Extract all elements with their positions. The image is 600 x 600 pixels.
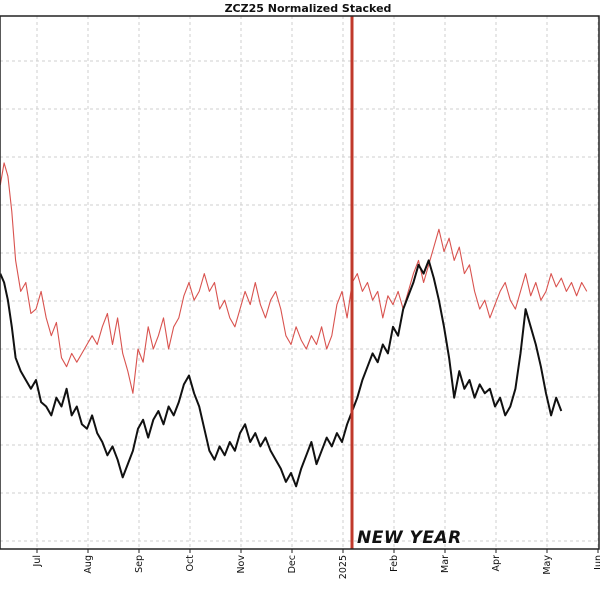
series-line-2 [0, 259, 563, 488]
x-tick-label: 2025 [338, 555, 349, 579]
x-tick-label: Oct [185, 555, 196, 572]
x-tick-label: Nov [236, 555, 247, 574]
x-tick-label: Jun [593, 555, 600, 571]
x-tick-label: Jul [32, 555, 43, 567]
x-tick-label: Apr [491, 555, 502, 572]
x-tick-label: Feb [389, 555, 400, 572]
new-year-annotation: NEW YEAR [357, 528, 462, 548]
x-tick-label: Aug [83, 555, 94, 574]
x-tick-label: May [542, 555, 553, 575]
grid [0, 16, 600, 549]
x-tick-label: Dec [287, 555, 298, 573]
x-tick-label: Mar [440, 555, 451, 573]
plot-frame [0, 15, 600, 550]
x-axis: Jul Aug Sep Oct Nov Dec 2025 Feb Mar Apr May Jun [32, 549, 600, 579]
x-tick-label: Sep [134, 555, 145, 573]
series-group [0, 162, 588, 488]
chart-title: ZCZ25 Normalized Stacked [225, 2, 392, 15]
series-line-1 [0, 162, 588, 394]
plot-background [0, 16, 600, 549]
